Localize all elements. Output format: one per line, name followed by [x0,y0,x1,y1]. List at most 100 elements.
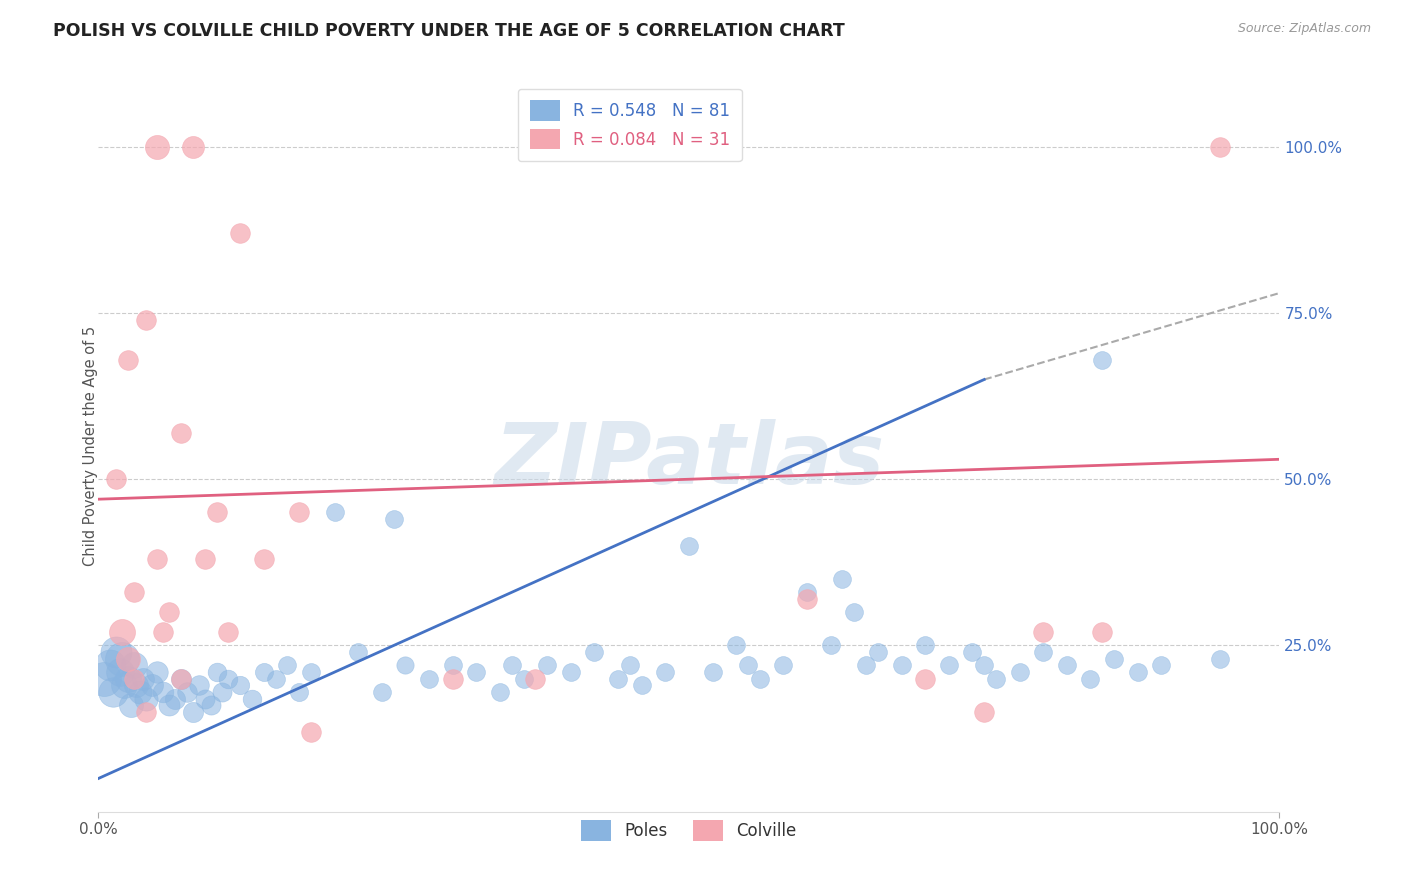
Point [323,506,346,520]
Text: Source: ZipAtlas.com: Source: ZipAtlas.com [1237,22,1371,36]
Point [536,658,558,673]
Point [973,658,995,673]
Point [678,539,700,553]
Point [441,672,464,686]
Point [1091,625,1114,640]
Point [157,698,180,713]
Point [1032,625,1054,640]
Point [157,605,180,619]
Point [984,672,1007,686]
Point [501,658,523,673]
Point [121,698,143,713]
Point [135,691,157,706]
Legend: Poles, Colville: Poles, Colville [575,814,803,847]
Point [489,685,512,699]
Point [394,658,416,673]
Point [187,678,209,692]
Point [229,226,252,240]
Point [619,658,641,673]
Point [135,705,157,719]
Point [105,472,128,486]
Y-axis label: Child Poverty Under the Age of 5: Child Poverty Under the Age of 5 [83,326,97,566]
Point [914,672,936,686]
Point [288,506,311,520]
Point [583,645,606,659]
Point [371,685,394,699]
Point [253,665,276,679]
Point [170,672,193,686]
Point [962,645,984,659]
Point [132,672,155,686]
Point [217,672,239,686]
Point [973,705,995,719]
Point [844,605,866,619]
Point [98,658,121,673]
Point [512,672,534,686]
Point [524,672,547,686]
Text: ZIPatlas: ZIPatlas [494,419,884,502]
Point [1091,352,1114,367]
Point [253,552,276,566]
Point [122,672,145,686]
Point [117,652,139,666]
Point [240,691,263,706]
Point [146,140,169,154]
Point [1032,645,1054,659]
Point [93,672,115,686]
Point [170,425,193,440]
Point [111,652,134,666]
Point [125,678,148,692]
Point [866,645,889,659]
Point [101,685,124,699]
Point [1150,658,1173,673]
Point [111,625,134,640]
Point [205,665,228,679]
Point [748,672,770,686]
Point [117,672,139,686]
Point [1056,658,1078,673]
Point [194,552,217,566]
Point [796,591,818,606]
Point [170,672,193,686]
Point [630,678,652,692]
Point [772,658,794,673]
Point [654,665,676,679]
Point [200,698,222,713]
Point [146,552,169,566]
Point [890,658,912,673]
Point [725,639,748,653]
Point [135,312,157,326]
Point [855,658,877,673]
Point [152,685,174,699]
Point [820,639,842,653]
Point [796,585,818,599]
Point [194,691,217,706]
Point [105,645,128,659]
Point [299,725,322,739]
Point [560,665,582,679]
Point [418,672,440,686]
Point [122,658,145,673]
Point [702,665,724,679]
Point [211,685,233,699]
Point [181,140,204,154]
Point [347,645,370,659]
Point [141,678,163,692]
Point [1080,672,1102,686]
Point [1102,652,1125,666]
Point [276,658,298,673]
Point [117,352,139,367]
Point [1008,665,1031,679]
Point [112,678,135,692]
Point [737,658,759,673]
Point [264,672,287,686]
Point [1126,665,1149,679]
Point [108,665,131,679]
Point [205,506,228,520]
Point [465,665,488,679]
Text: POLISH VS COLVILLE CHILD POVERTY UNDER THE AGE OF 5 CORRELATION CHART: POLISH VS COLVILLE CHILD POVERTY UNDER T… [53,22,845,40]
Point [181,705,204,719]
Point [217,625,239,640]
Point [176,685,198,699]
Point [382,512,405,526]
